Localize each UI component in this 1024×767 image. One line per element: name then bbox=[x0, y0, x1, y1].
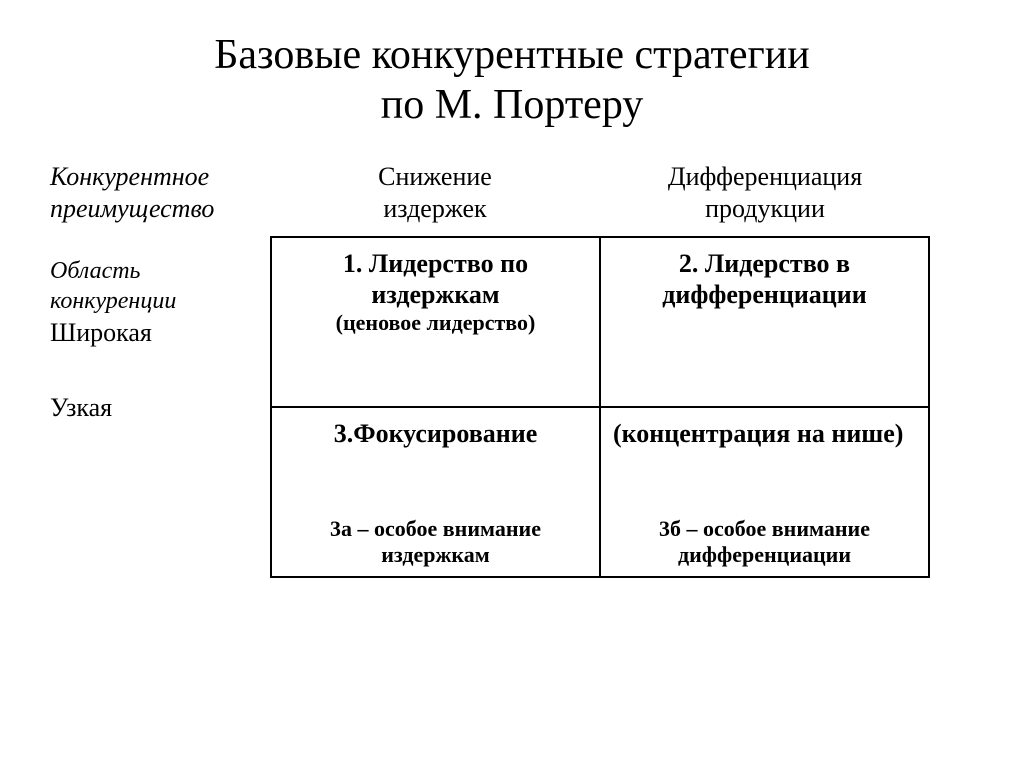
cell-cost-leadership: 1. Лидерство по издержкам (ценовое лидер… bbox=[271, 237, 600, 407]
c4-title: (концентрация на нише) bbox=[613, 418, 920, 449]
c3-bottom-line1: 3а – особое внимание bbox=[330, 516, 541, 541]
col1-line2: издержек bbox=[383, 194, 486, 223]
c4-bottom-line1: 3б – особое внимание bbox=[659, 516, 870, 541]
col2-line1: Дифференциация bbox=[668, 162, 862, 191]
row-headers: Область конкуренции Широкая Узкая bbox=[50, 236, 270, 578]
c3-bottom-line2: издержкам bbox=[381, 542, 490, 567]
column-header-diff: Дифференциация продукции bbox=[600, 161, 930, 226]
c1-title-line1: 1. Лидерство по bbox=[343, 249, 528, 278]
cell-diff-leadership: 2. Лидерство в дифференциации bbox=[600, 237, 929, 407]
axis-top-label: Конкурентное преимущество bbox=[50, 161, 270, 226]
title-line2: по М. Портеру bbox=[381, 82, 644, 128]
c2-title-line2: дифференциации bbox=[662, 280, 867, 309]
column-headers-row: Конкурентное преимущество Снижение издер… bbox=[50, 161, 974, 226]
row-header-narrow: Узкая bbox=[50, 393, 270, 423]
col1-line1: Снижение bbox=[378, 162, 492, 191]
cell-focus-diff: (концентрация на нише) 3б – особое внима… bbox=[600, 407, 929, 577]
c4-bottom-line2: дифференциации bbox=[678, 542, 851, 567]
axis-top-label-line1: Конкурентное bbox=[50, 162, 209, 191]
matrix-body: Область конкуренции Широкая Узкая 1. Лид… bbox=[50, 236, 974, 578]
row-header-wide: Область конкуренции Широкая bbox=[50, 256, 270, 348]
c1-sub: (ценовое лидерство) bbox=[280, 310, 591, 336]
c2-title-line1: 2. Лидерство в bbox=[679, 249, 850, 278]
scope-wide: Широкая bbox=[50, 318, 270, 348]
cell-focus-cost: 3.Фокусирование 3а – особое внимание изд… bbox=[271, 407, 600, 577]
axis-top-label-line2: преимущество bbox=[50, 194, 214, 223]
c3-title: 3.Фокусирование bbox=[280, 418, 591, 449]
scope-label-line2: конкуренции bbox=[50, 288, 176, 314]
scope-label-line1: Область bbox=[50, 258, 140, 284]
c1-title-line2: издержкам bbox=[371, 280, 499, 309]
strategy-matrix: 1. Лидерство по издержкам (ценовое лидер… bbox=[270, 236, 930, 578]
col2-line2: продукции bbox=[705, 194, 825, 223]
slide: Базовые конкурентные стратегии по М. Пор… bbox=[0, 0, 1024, 767]
scope-narrow: Узкая bbox=[50, 393, 270, 423]
column-header-cost: Снижение издержек bbox=[270, 161, 600, 226]
slide-title: Базовые конкурентные стратегии по М. Пор… bbox=[50, 30, 974, 131]
title-line1: Базовые конкурентные стратегии bbox=[214, 32, 809, 78]
